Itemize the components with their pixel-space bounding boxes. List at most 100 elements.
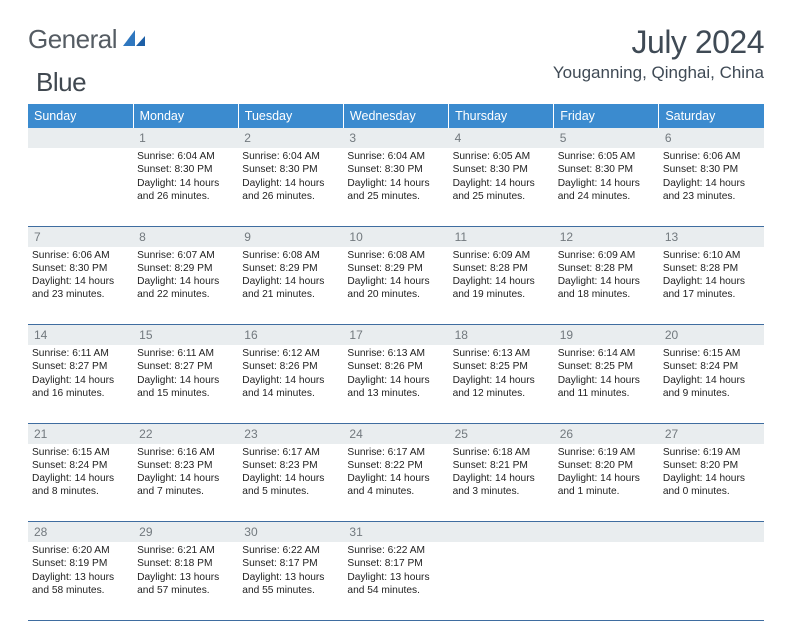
day-number: 14 xyxy=(28,325,133,346)
day-cell xyxy=(28,148,133,226)
day-cell: Sunrise: 6:22 AMSunset: 8:17 PMDaylight:… xyxy=(238,542,343,620)
day-cell: Sunrise: 6:13 AMSunset: 8:26 PMDaylight:… xyxy=(343,345,448,423)
day-info-row: Sunrise: 6:20 AMSunset: 8:19 PMDaylight:… xyxy=(28,542,764,620)
weekday-header: Sunday xyxy=(28,104,133,128)
daylight-line: Daylight: 14 hours and 0 minutes. xyxy=(663,472,760,499)
sunset-line: Sunset: 8:29 PM xyxy=(242,262,339,275)
calendar-table: SundayMondayTuesdayWednesdayThursdayFrid… xyxy=(28,104,764,621)
day-cell: Sunrise: 6:07 AMSunset: 8:29 PMDaylight:… xyxy=(133,247,238,325)
day-number: 27 xyxy=(659,423,764,444)
weekday-header-row: SundayMondayTuesdayWednesdayThursdayFrid… xyxy=(28,104,764,128)
day-number-row: 14151617181920 xyxy=(28,325,764,346)
sunrise-line: Sunrise: 6:11 AM xyxy=(32,347,129,360)
day-cell: Sunrise: 6:09 AMSunset: 8:28 PMDaylight:… xyxy=(554,247,659,325)
day-cell: Sunrise: 6:06 AMSunset: 8:30 PMDaylight:… xyxy=(659,148,764,226)
day-number: 1 xyxy=(133,128,238,148)
daylight-line: Daylight: 13 hours and 54 minutes. xyxy=(347,571,444,598)
day-info-row: Sunrise: 6:06 AMSunset: 8:30 PMDaylight:… xyxy=(28,247,764,325)
daylight-line: Daylight: 14 hours and 21 minutes. xyxy=(242,275,339,302)
day-info-row: Sunrise: 6:15 AMSunset: 8:24 PMDaylight:… xyxy=(28,444,764,522)
day-cell-info: Sunrise: 6:21 AMSunset: 8:18 PMDaylight:… xyxy=(137,542,234,597)
day-cell xyxy=(449,542,554,620)
day-cell-info: Sunrise: 6:20 AMSunset: 8:19 PMDaylight:… xyxy=(32,542,129,597)
daylight-line: Daylight: 14 hours and 3 minutes. xyxy=(453,472,550,499)
daylight-line: Daylight: 14 hours and 11 minutes. xyxy=(558,374,655,401)
daylight-line: Daylight: 14 hours and 23 minutes. xyxy=(32,275,129,302)
daylight-line: Daylight: 14 hours and 9 minutes. xyxy=(663,374,760,401)
sunrise-line: Sunrise: 6:13 AM xyxy=(453,347,550,360)
day-cell-info: Sunrise: 6:05 AMSunset: 8:30 PMDaylight:… xyxy=(558,148,655,203)
sunrise-line: Sunrise: 6:04 AM xyxy=(347,150,444,163)
title-block: July 2024 Youganning, Qinghai, China xyxy=(553,24,764,83)
weekday-header: Wednesday xyxy=(343,104,448,128)
day-cell: Sunrise: 6:10 AMSunset: 8:28 PMDaylight:… xyxy=(659,247,764,325)
day-number: 9 xyxy=(238,226,343,247)
weekday-header: Saturday xyxy=(659,104,764,128)
day-number: 18 xyxy=(449,325,554,346)
logo-sail-icon xyxy=(121,24,147,55)
day-number-row: 28293031 xyxy=(28,522,764,543)
logo: General xyxy=(28,24,151,55)
day-cell-info: Sunrise: 6:06 AMSunset: 8:30 PMDaylight:… xyxy=(663,148,760,203)
day-cell: Sunrise: 6:19 AMSunset: 8:20 PMDaylight:… xyxy=(659,444,764,522)
day-cell-info: Sunrise: 6:19 AMSunset: 8:20 PMDaylight:… xyxy=(558,444,655,499)
sunset-line: Sunset: 8:26 PM xyxy=(347,360,444,373)
day-cell: Sunrise: 6:18 AMSunset: 8:21 PMDaylight:… xyxy=(449,444,554,522)
weekday-header: Thursday xyxy=(449,104,554,128)
day-cell-info: Sunrise: 6:10 AMSunset: 8:28 PMDaylight:… xyxy=(663,247,760,302)
day-number: 25 xyxy=(449,423,554,444)
sunset-line: Sunset: 8:26 PM xyxy=(242,360,339,373)
daylight-line: Daylight: 14 hours and 18 minutes. xyxy=(558,275,655,302)
daylight-line: Daylight: 14 hours and 8 minutes. xyxy=(32,472,129,499)
sunset-line: Sunset: 8:29 PM xyxy=(347,262,444,275)
day-cell-info: Sunrise: 6:04 AMSunset: 8:30 PMDaylight:… xyxy=(242,148,339,203)
day-number: 6 xyxy=(659,128,764,148)
sunset-line: Sunset: 8:29 PM xyxy=(137,262,234,275)
location: Youganning, Qinghai, China xyxy=(553,63,764,83)
daylight-line: Daylight: 14 hours and 16 minutes. xyxy=(32,374,129,401)
daylight-line: Daylight: 14 hours and 17 minutes. xyxy=(663,275,760,302)
day-cell-info: Sunrise: 6:05 AMSunset: 8:30 PMDaylight:… xyxy=(453,148,550,203)
daylight-line: Daylight: 14 hours and 15 minutes. xyxy=(137,374,234,401)
day-cell: Sunrise: 6:17 AMSunset: 8:22 PMDaylight:… xyxy=(343,444,448,522)
day-cell: Sunrise: 6:11 AMSunset: 8:27 PMDaylight:… xyxy=(28,345,133,423)
sunset-line: Sunset: 8:17 PM xyxy=(347,557,444,570)
day-number: 3 xyxy=(343,128,448,148)
day-number: 13 xyxy=(659,226,764,247)
sunrise-line: Sunrise: 6:08 AM xyxy=(242,249,339,262)
day-cell-info: Sunrise: 6:09 AMSunset: 8:28 PMDaylight:… xyxy=(558,247,655,302)
day-cell xyxy=(554,542,659,620)
day-cell: Sunrise: 6:22 AMSunset: 8:17 PMDaylight:… xyxy=(343,542,448,620)
sunset-line: Sunset: 8:30 PM xyxy=(558,163,655,176)
day-number-row: 21222324252627 xyxy=(28,423,764,444)
day-cell-info: Sunrise: 6:19 AMSunset: 8:20 PMDaylight:… xyxy=(663,444,760,499)
day-cell: Sunrise: 6:08 AMSunset: 8:29 PMDaylight:… xyxy=(343,247,448,325)
sunset-line: Sunset: 8:23 PM xyxy=(137,459,234,472)
daylight-line: Daylight: 14 hours and 26 minutes. xyxy=(137,177,234,204)
day-number: 15 xyxy=(133,325,238,346)
day-number xyxy=(28,128,133,148)
day-cell: Sunrise: 6:13 AMSunset: 8:25 PMDaylight:… xyxy=(449,345,554,423)
day-cell xyxy=(659,542,764,620)
day-number: 7 xyxy=(28,226,133,247)
sunrise-line: Sunrise: 6:05 AM xyxy=(453,150,550,163)
day-number: 2 xyxy=(238,128,343,148)
day-number-row: 78910111213 xyxy=(28,226,764,247)
month-title: July 2024 xyxy=(553,24,764,61)
daylight-line: Daylight: 14 hours and 22 minutes. xyxy=(137,275,234,302)
day-cell-info: Sunrise: 6:18 AMSunset: 8:21 PMDaylight:… xyxy=(453,444,550,499)
day-cell-info: Sunrise: 6:16 AMSunset: 8:23 PMDaylight:… xyxy=(137,444,234,499)
sunrise-line: Sunrise: 6:11 AM xyxy=(137,347,234,360)
day-info-row: Sunrise: 6:04 AMSunset: 8:30 PMDaylight:… xyxy=(28,148,764,226)
day-number: 8 xyxy=(133,226,238,247)
sunset-line: Sunset: 8:30 PM xyxy=(242,163,339,176)
daylight-line: Daylight: 14 hours and 13 minutes. xyxy=(347,374,444,401)
sunrise-line: Sunrise: 6:04 AM xyxy=(242,150,339,163)
day-number: 29 xyxy=(133,522,238,543)
day-cell-info: Sunrise: 6:15 AMSunset: 8:24 PMDaylight:… xyxy=(663,345,760,400)
day-number: 17 xyxy=(343,325,448,346)
sunrise-line: Sunrise: 6:16 AM xyxy=(137,446,234,459)
day-cell: Sunrise: 6:04 AMSunset: 8:30 PMDaylight:… xyxy=(133,148,238,226)
daylight-line: Daylight: 14 hours and 4 minutes. xyxy=(347,472,444,499)
sunrise-line: Sunrise: 6:21 AM xyxy=(137,544,234,557)
